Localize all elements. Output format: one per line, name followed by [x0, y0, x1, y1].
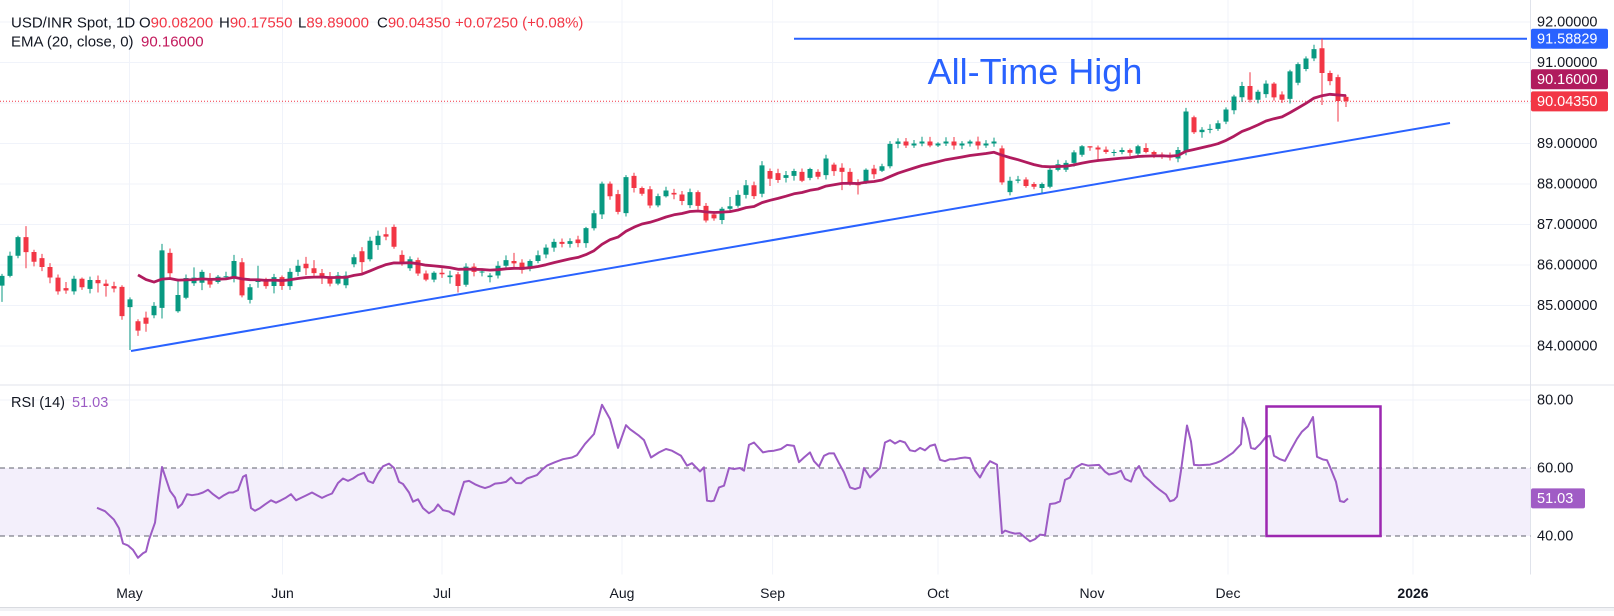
- svg-text:92.00000: 92.00000: [1537, 15, 1597, 31]
- svg-text:Jul: Jul: [433, 585, 451, 601]
- svg-text:80.00: 80.00: [1537, 393, 1573, 409]
- svg-text:Dec: Dec: [1216, 585, 1241, 601]
- svg-text:87.00000: 87.00000: [1537, 217, 1597, 233]
- svg-text:Aug: Aug: [610, 585, 635, 601]
- svg-text:60.00: 60.00: [1537, 461, 1573, 477]
- svg-text:85.00000: 85.00000: [1537, 298, 1597, 314]
- svg-text:EMA (20, close, 0)90.16000: EMA (20, close, 0) 90.16000: [11, 34, 204, 51]
- svg-text:Nov: Nov: [1080, 585, 1105, 601]
- svg-text:May: May: [116, 585, 142, 601]
- svg-text:88.00000: 88.00000: [1537, 177, 1597, 193]
- svg-text:Sep: Sep: [760, 585, 785, 601]
- svg-text:2026: 2026: [1397, 585, 1428, 601]
- svg-text:All-Time High: All-Time High: [928, 51, 1143, 92]
- svg-text:91.58829: 91.58829: [1537, 31, 1597, 47]
- svg-text:84.00000: 84.00000: [1537, 339, 1597, 355]
- svg-text:86.00000: 86.00000: [1537, 258, 1597, 274]
- svg-text:89.00000: 89.00000: [1537, 136, 1597, 152]
- svg-text:Oct: Oct: [927, 585, 949, 601]
- svg-text:91.00000: 91.00000: [1537, 55, 1597, 71]
- svg-text:Jun: Jun: [271, 585, 294, 601]
- svg-text:40.00: 40.00: [1537, 529, 1573, 545]
- svg-text:90.16000: 90.16000: [1537, 72, 1597, 88]
- svg-text:51.03: 51.03: [1537, 491, 1573, 507]
- svg-text:90.04350: 90.04350: [1537, 94, 1597, 110]
- svg-text:RSI (14)51.03: RSI (14) 51.03: [11, 395, 108, 411]
